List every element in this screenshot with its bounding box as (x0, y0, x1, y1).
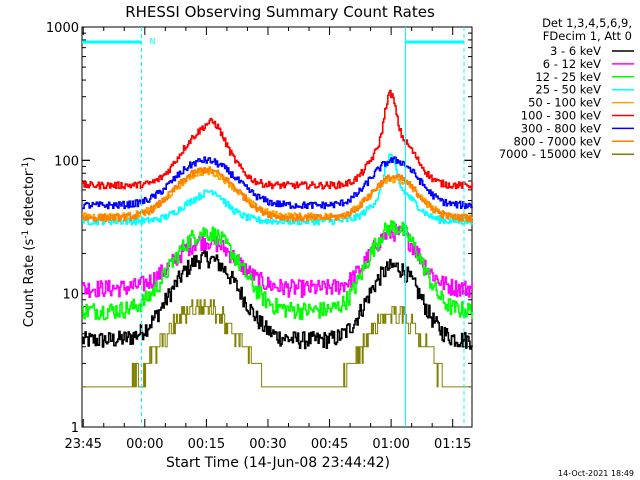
series-line-8 (82, 299, 472, 388)
plot-axes: 23:45 00:00 00:15 00:30 00:45 01:00 01:15 1 10 10… (46, 21, 473, 452)
night-markers: N (82, 27, 465, 427)
y-label-part3: ) (22, 157, 37, 162)
legend-label-8: 7000 - 15000 keV (499, 147, 601, 161)
y-tick-label: 1000 (46, 21, 79, 36)
legend-label-5: 100 - 300 keV (521, 109, 601, 123)
y-tick-label: 10 (62, 288, 79, 303)
y-label-sup1: -1 (21, 230, 31, 239)
x-tick-label: 00:45 (311, 437, 348, 452)
series-line-6 (82, 156, 473, 210)
x-tick-label: 00:15 (188, 437, 225, 452)
legend-label-6: 300 - 800 keV (521, 121, 601, 135)
night-marker-label: N (150, 37, 156, 46)
y-tick-label: 100 (54, 154, 79, 169)
x-tick-label: 00:00 (126, 437, 163, 452)
legend-label-7: 800 - 7000 keV (513, 134, 601, 148)
series-line-1 (82, 223, 473, 298)
legend-header-line2: FDecim 1, Att 0 (543, 29, 632, 43)
legend-label-4: 50 - 100 keV (528, 96, 601, 110)
legend-label-1: 6 - 12 keV (543, 57, 601, 71)
y-label-part1: Count Rate (s (22, 239, 37, 328)
series-line-5 (82, 89, 473, 190)
legend-label-2: 12 - 25 keV (535, 70, 601, 84)
series-line-0 (82, 249, 473, 350)
y-axis-label: Count Rate (s-1 detector-1) (21, 157, 37, 328)
legend-label-3: 25 - 50 keV (535, 83, 601, 97)
series-line-2 (82, 220, 473, 321)
x-axis-label: Start Time (14-Jun-08 23:44:42) (166, 455, 390, 471)
x-tick-label: 23:45 (64, 437, 101, 452)
series-line-3 (82, 153, 473, 226)
footer-timestamp: 14-Oct-2021 18:49 (558, 469, 634, 478)
plot-frame (81, 26, 473, 428)
x-tick-label: 01:00 (372, 437, 409, 452)
chart-title: RHESSI Observing Summary Count Rates (125, 3, 435, 21)
x-tick-label: 00:30 (249, 437, 286, 452)
legend: Det 1,3,4,5,6,9, FDecim 1, Att 0 3 - 6 k… (499, 16, 634, 161)
x-tick-label: 01:15 (434, 437, 471, 452)
series-layer (82, 89, 473, 388)
y-label-part2: detector (22, 170, 37, 230)
y-label-sup2: -1 (21, 162, 31, 171)
legend-label-0: 3 - 6 keV (550, 44, 601, 58)
y-tick-label: 1 (71, 421, 79, 436)
legend-header-line1: Det 1,3,4,5,6,9, (542, 16, 632, 30)
series-line-7 (82, 166, 473, 223)
